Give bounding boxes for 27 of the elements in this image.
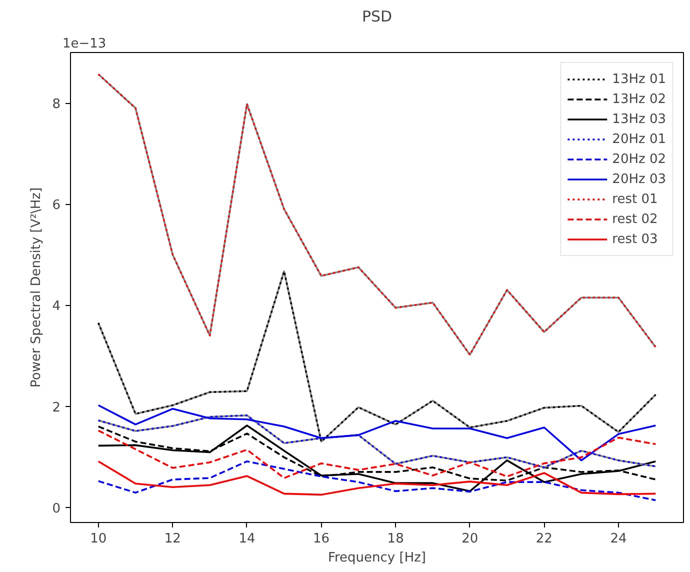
chart-title: PSD	[362, 8, 392, 26]
x-tick-label: 16	[313, 532, 330, 546]
legend-label: 13Hz 03	[612, 112, 666, 126]
x-tick-label: 14	[238, 532, 256, 546]
x-tick-label: 22	[536, 532, 552, 546]
y-tick-label: 4	[52, 299, 61, 314]
y-axis-title: Power Spectral Density [V²\Hz]	[29, 187, 44, 388]
legend-label: rest 01	[612, 192, 658, 206]
x-tick-label: 18	[387, 532, 404, 546]
x-axis-title: Frequency [Hz]	[328, 550, 426, 566]
legend-label: 20Hz 01	[612, 132, 666, 146]
line-series	[97, 424, 657, 492]
y-tick-label: 0	[52, 501, 61, 516]
x-tick-label: 10	[90, 532, 107, 546]
y-tick-label: 2	[52, 400, 61, 416]
legend-label: 13Hz 01	[612, 72, 666, 86]
x-tick-label: 24	[610, 532, 627, 546]
x-tick-label: 20	[462, 532, 478, 546]
legend-label: 20Hz 03	[612, 172, 666, 186]
legend-label: 20Hz 02	[612, 152, 666, 166]
legend-label: 13Hz 02	[612, 92, 666, 106]
x-tick-label: 12	[164, 532, 181, 546]
legend-label: rest 03	[612, 232, 658, 246]
y-tick-label: 8	[52, 97, 61, 112]
legend-label: rest 02	[612, 212, 658, 226]
y-tick-label: 6	[52, 198, 61, 214]
text: 1e−13	[62, 36, 106, 52]
